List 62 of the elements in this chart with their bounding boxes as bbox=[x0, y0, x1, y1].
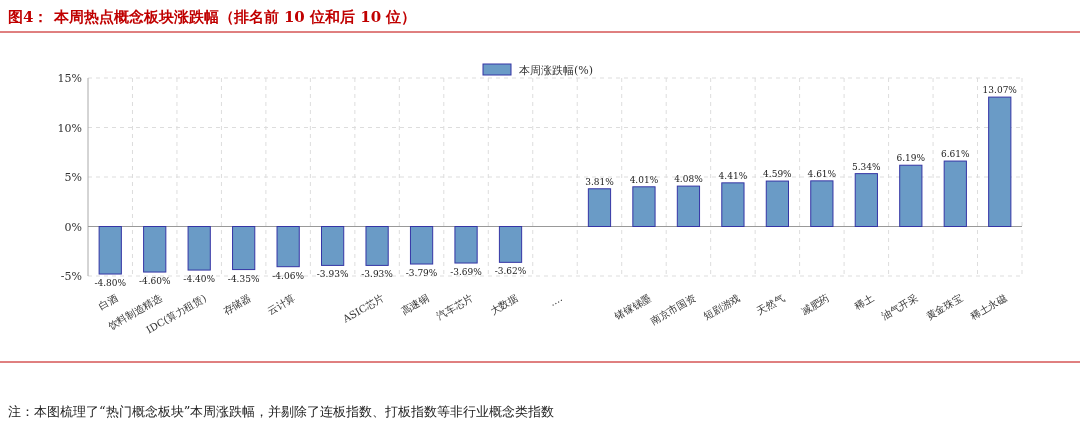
bar bbox=[232, 226, 256, 271]
bar bbox=[409, 226, 434, 265]
y-tick-label: 5% bbox=[64, 171, 82, 184]
data-label: -3.93% bbox=[361, 269, 394, 280]
y-tick-label: 10% bbox=[57, 121, 82, 135]
bar bbox=[854, 173, 878, 227]
data-label: 3.81% bbox=[585, 176, 615, 187]
y-tick-label: 0% bbox=[64, 220, 82, 234]
data-label: -3.69% bbox=[450, 267, 483, 278]
x-tick-label: 减肥药 bbox=[799, 292, 831, 317]
x-tick-label: 白酒 bbox=[96, 292, 120, 312]
bar bbox=[98, 226, 122, 275]
bar bbox=[943, 160, 967, 227]
y-tick-label: -5% bbox=[60, 270, 82, 283]
data-label: 4.01% bbox=[629, 174, 659, 185]
bar bbox=[187, 226, 211, 271]
bar bbox=[676, 185, 701, 227]
x-tick-label: 存储器 bbox=[221, 292, 253, 317]
bar bbox=[587, 188, 612, 227]
bar bbox=[321, 226, 345, 266]
data-label: 4.59% bbox=[763, 169, 793, 180]
bar bbox=[454, 226, 478, 264]
data-label: -4.40% bbox=[183, 274, 216, 285]
data-label: -3.62% bbox=[494, 266, 527, 277]
y-tick-label: 15% bbox=[57, 72, 82, 85]
data-label: -4.35% bbox=[227, 273, 260, 284]
bar bbox=[143, 226, 167, 273]
bar bbox=[276, 226, 300, 268]
bar bbox=[899, 164, 923, 227]
x-tick-label: 稀土 bbox=[852, 292, 876, 312]
text: 注：本图梳理了“热门概念板块”本周涨跌幅，并剔除了连板指数、打板指数等非行业概念类指数 bbox=[8, 404, 555, 419]
x-tick-label: .... bbox=[547, 292, 564, 309]
x-tick-label: 大数据 bbox=[488, 292, 520, 317]
bar bbox=[498, 226, 523, 263]
data-label: 6.19% bbox=[896, 153, 926, 164]
chart-title: 图4： 本周热点概念板块涨跌幅（排名前 10 位和后 10 位） bbox=[8, 8, 417, 26]
data-label: -3.93% bbox=[316, 269, 349, 280]
bar bbox=[810, 180, 834, 227]
legend-label: 本周涨跌幅(%) bbox=[519, 64, 594, 77]
x-tick-label: 黄金珠宝 bbox=[924, 292, 965, 322]
data-label: 6.61% bbox=[940, 149, 971, 160]
x-tick-label: 天然气 bbox=[754, 292, 787, 317]
data-label: -3.79% bbox=[405, 268, 438, 279]
x-tick-label: 高速铜 bbox=[399, 292, 431, 317]
bar bbox=[365, 226, 389, 266]
x-tick-label: 稀土永磁 bbox=[968, 292, 1009, 322]
x-tick-label: 短剧游戏 bbox=[701, 292, 742, 322]
x-tick-label: 云计算 bbox=[265, 292, 298, 317]
x-tick-label: 油气开采 bbox=[879, 292, 920, 322]
data-label: -4.06% bbox=[272, 270, 305, 281]
data-label: 4.61% bbox=[807, 168, 837, 179]
bar bbox=[632, 186, 656, 227]
data-label: 4.08% bbox=[674, 174, 704, 185]
bar bbox=[721, 182, 745, 227]
data-label: 13.07% bbox=[982, 85, 1018, 96]
data-label: -4.60% bbox=[138, 276, 171, 287]
data-label: -4.80% bbox=[94, 278, 127, 289]
bar bbox=[765, 180, 789, 227]
data-label: 4.41% bbox=[718, 170, 748, 181]
x-tick-label: 汽车芯片 bbox=[434, 292, 476, 322]
bar bbox=[988, 96, 1012, 227]
data-label: 5.34% bbox=[852, 161, 882, 172]
